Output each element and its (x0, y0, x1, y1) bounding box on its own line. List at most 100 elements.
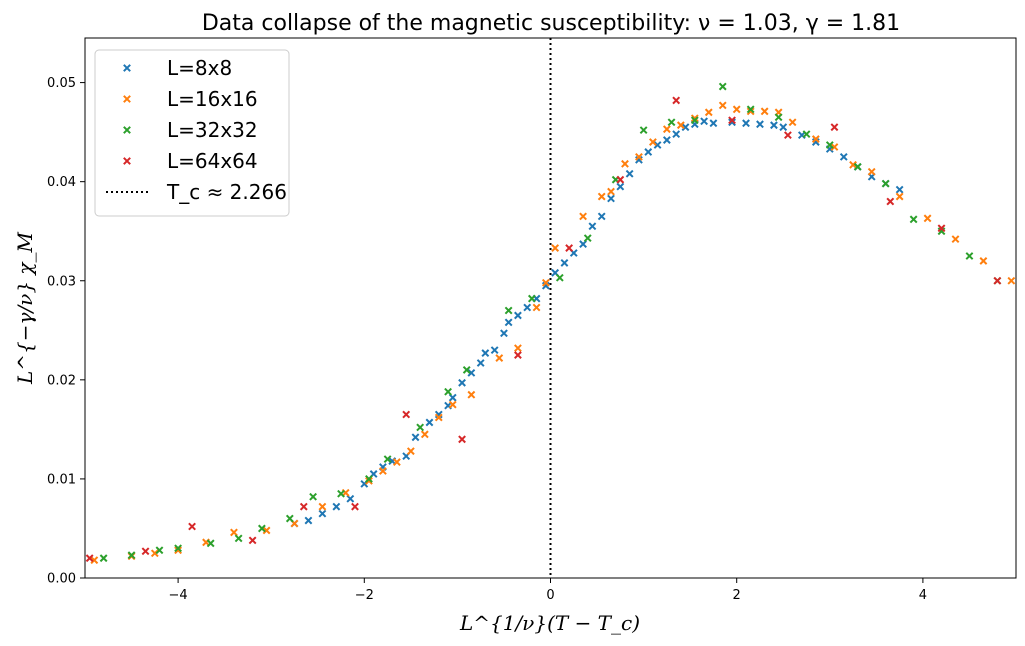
data-point (607, 187, 615, 196)
legend-label: L=8x8 (167, 56, 232, 80)
data-point (867, 167, 876, 176)
data-point (597, 212, 606, 221)
y-tick-label: 0.01 (47, 472, 76, 487)
x-tick-label: 2 (733, 588, 741, 603)
data-point (174, 544, 183, 553)
data-point (625, 169, 634, 178)
data-point (504, 306, 513, 315)
data-point (500, 329, 508, 338)
data-point (365, 476, 373, 485)
data-point (434, 413, 443, 422)
y-tick-label: 0.00 (47, 572, 76, 587)
data-point (262, 526, 271, 535)
legend-label: T_c ≈ 2.266 (166, 180, 287, 204)
data-point (667, 118, 676, 127)
data-point (379, 467, 387, 475)
data-point (481, 349, 490, 357)
data-point (709, 119, 718, 128)
data-point (150, 549, 159, 558)
data-point (644, 148, 653, 156)
data-point (676, 121, 685, 130)
data-point (760, 107, 769, 116)
x-tick-label: 4 (919, 588, 927, 603)
data-point (728, 118, 736, 127)
data-point (514, 351, 522, 359)
data-point (309, 492, 318, 501)
data-point (579, 212, 587, 221)
data-point (993, 276, 1002, 285)
data-point (565, 244, 574, 252)
data-point (690, 114, 699, 123)
data-point (895, 185, 904, 194)
data-point (514, 344, 522, 353)
data-point (560, 259, 569, 267)
x-tick-label: −2 (355, 588, 374, 603)
data-point (551, 244, 560, 252)
data-point (635, 152, 643, 161)
x-tick-label: 0 (546, 588, 554, 603)
data-point (756, 120, 764, 129)
data-point (304, 516, 313, 525)
data-point (351, 502, 359, 511)
data-point (909, 215, 918, 224)
data-point (155, 546, 164, 555)
data-point (85, 554, 94, 563)
data-point (746, 107, 755, 116)
data-point (979, 257, 988, 265)
data-point (839, 152, 848, 161)
data-point (616, 182, 625, 191)
data-point (951, 235, 960, 244)
data-point (495, 354, 504, 362)
data-point (742, 119, 750, 128)
data-point (616, 175, 625, 184)
data-point (462, 366, 471, 374)
data-point (504, 318, 513, 327)
data-point (234, 534, 243, 543)
data-point (732, 105, 741, 114)
data-point (783, 131, 792, 140)
data-point (649, 138, 657, 146)
data-point (704, 108, 713, 117)
data-point (248, 536, 257, 545)
data-point (206, 539, 215, 548)
series-2 (99, 82, 1002, 563)
data-point (779, 123, 788, 132)
data-point (849, 160, 857, 169)
data-point (811, 135, 820, 143)
data-point (141, 547, 150, 556)
data-point (188, 522, 196, 531)
plot-frame (84, 37, 1017, 579)
y-tick-label: 0.05 (47, 76, 76, 91)
data-point (690, 116, 699, 125)
data-point (886, 197, 895, 206)
data-point (476, 359, 485, 367)
series-3 (85, 96, 1002, 563)
data-point (514, 311, 522, 320)
data-point (318, 509, 327, 518)
data-point (392, 458, 401, 466)
y-tick-label: 0.03 (47, 274, 76, 289)
data-point (662, 136, 671, 144)
data-point (99, 554, 108, 563)
x-tick-label: −4 (169, 588, 188, 603)
data-point (127, 551, 136, 560)
data-point (621, 159, 629, 168)
y-tick-label: 0.02 (47, 373, 76, 388)
data-point (895, 192, 904, 201)
legend-label: L=32x32 (167, 118, 258, 142)
data-point (728, 116, 736, 125)
data-point (406, 447, 415, 456)
data-point (672, 96, 681, 105)
data-point (411, 433, 420, 442)
data-point (746, 105, 755, 114)
data-point (467, 368, 476, 377)
data-point (681, 123, 690, 132)
legend-marker (123, 126, 131, 134)
legend-marker (123, 64, 131, 72)
data-point (830, 143, 839, 151)
data-point (467, 390, 476, 399)
data-point (770, 121, 778, 130)
data-point (774, 113, 783, 122)
data-point (853, 162, 862, 171)
